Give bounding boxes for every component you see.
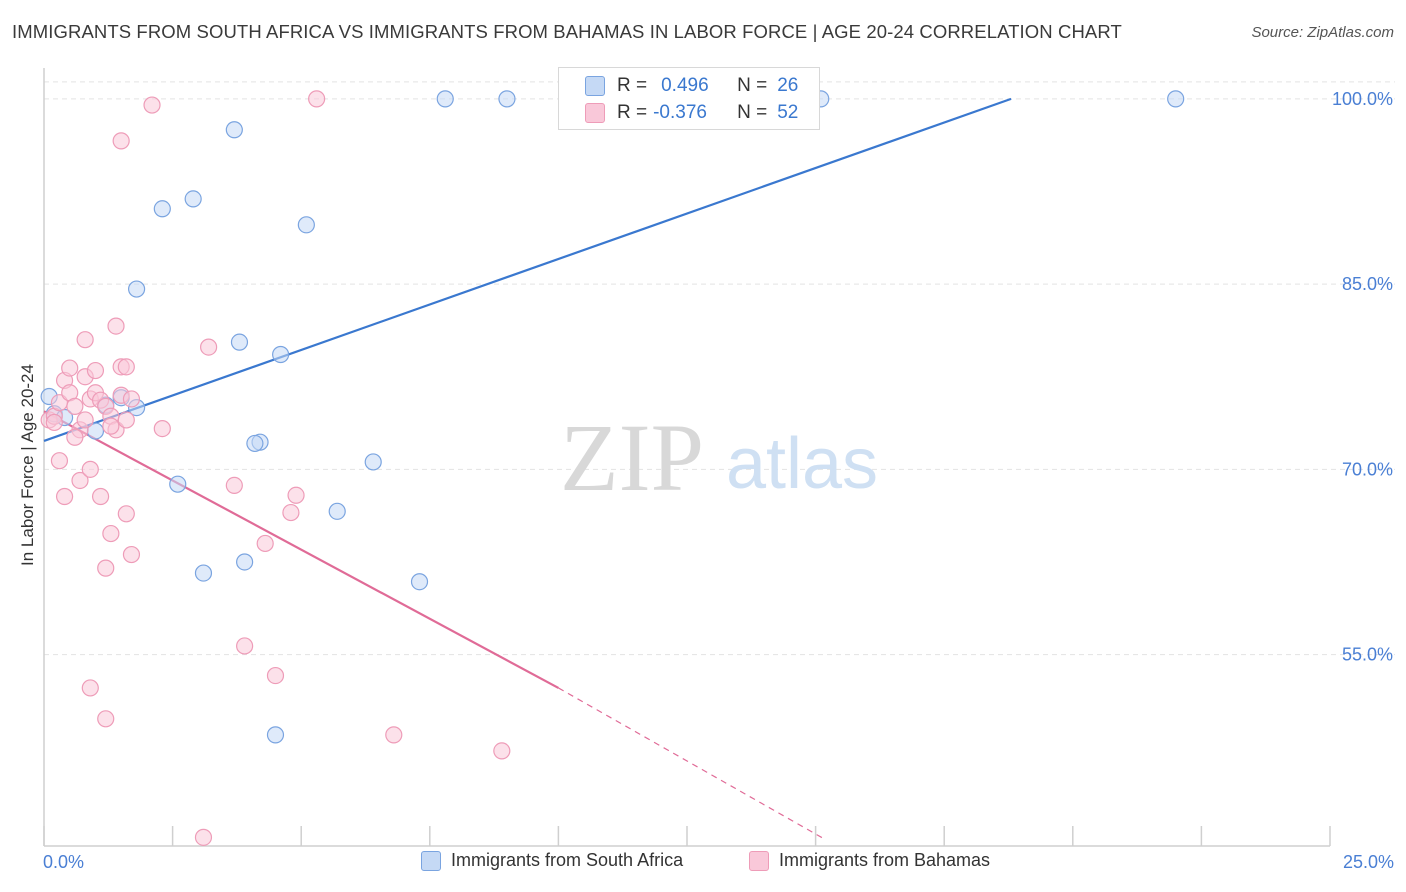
pink-data-point (102, 417, 120, 435)
legend-item-bahamas[interactable]: Immigrants from Bahamas (749, 850, 990, 871)
watermark: ZIP atlas (560, 404, 878, 511)
chart-title: IMMIGRANTS FROM SOUTH AFRICA VS IMMIGRAN… (12, 21, 1122, 42)
blue-data-point (266, 726, 285, 744)
source-label: Source: ZipAtlas.com (1251, 24, 1394, 41)
blue-data-point (230, 333, 249, 351)
pink-data-point (153, 419, 171, 438)
stats-legend-row-bahamas: R = -0.376 N = 52 (585, 102, 798, 124)
pink-data-point (97, 710, 115, 728)
y-tick-label: 70.0% (1342, 459, 1393, 479)
r-label: R = (617, 75, 648, 96)
pink-data-point (55, 487, 74, 506)
blue-data-point (410, 573, 429, 591)
y-tick-label: 85.0% (1342, 274, 1393, 294)
blue-data-point (236, 553, 254, 571)
pink-data-point (385, 726, 403, 744)
x-tick-label-min: 0.0% (43, 852, 85, 872)
pink-data-point (117, 358, 135, 376)
watermark-atlas: atlas (726, 424, 878, 504)
point-layer (40, 90, 1185, 846)
pink-data-point (66, 397, 84, 415)
pink-data-point (194, 828, 213, 846)
r-value: -0.376 (653, 102, 707, 123)
pink-data-point (112, 132, 130, 150)
pink-data-point (122, 390, 141, 408)
pink-data-point (287, 486, 305, 504)
pink-data-point (91, 487, 110, 506)
legend-swatch-pink (749, 850, 769, 871)
blue-data-point (184, 190, 202, 208)
pink-trend-line (43, 410, 559, 689)
blue-data-point (169, 475, 187, 493)
pink-data-point (256, 534, 274, 553)
pink-data-point (76, 331, 94, 349)
pink-trend-extension (558, 687, 827, 841)
pink-data-point (236, 637, 254, 655)
blue-data-point (225, 121, 243, 139)
blue-data-point (436, 90, 454, 108)
pink-data-point (200, 338, 218, 356)
x-tick-label-max: 25.0% (1342, 852, 1394, 872)
legend-swatch-blue (421, 850, 441, 871)
axis-layer (43, 68, 1331, 847)
pink-data-point (71, 471, 89, 490)
blue-data-point (364, 453, 382, 471)
n-label: N = (737, 75, 768, 96)
pink-data-point (225, 476, 243, 495)
pink-data-point (76, 411, 94, 429)
pink-data-point (117, 505, 135, 523)
y-tick-label: 100.0% (1332, 89, 1393, 109)
pink-data-point (493, 742, 511, 760)
pink-data-point (143, 96, 161, 114)
pink-data-point (102, 524, 120, 543)
pink-data-point (45, 413, 63, 432)
y-tick-labels: 55.0% 70.0% 85.0% 100.0% (1332, 89, 1393, 665)
pink-data-point (66, 428, 84, 446)
trend-layer (43, 97, 1012, 841)
pink-data-point (266, 666, 285, 685)
pink-data-point (107, 317, 125, 335)
r-value: 0.496 (661, 75, 709, 96)
pink-data-point (81, 679, 99, 697)
blue-data-point (127, 280, 146, 298)
n-value: 26 (777, 75, 799, 96)
bottom-legend: Immigrants from South Africa Immigrants … (0, 850, 1406, 878)
blue-data-point (246, 434, 264, 453)
pink-data-point (97, 559, 115, 577)
stats-legend-row-south-africa: R = 0.496 N = 26 (585, 75, 798, 97)
n-label: N = (737, 102, 768, 123)
pink-data-point (308, 90, 326, 108)
r-label: R = (617, 102, 648, 123)
legend-label: Immigrants from South Africa (451, 850, 684, 870)
pink-data-point (86, 361, 105, 380)
y-tick-label: 55.0% (1342, 645, 1393, 665)
pink-data-point (122, 545, 141, 564)
pink-data-point (282, 503, 300, 522)
watermark-zip: ZIP (560, 404, 704, 511)
legend-label: Immigrants from Bahamas (779, 850, 991, 870)
blue-trend-line (43, 97, 1012, 442)
pink-data-point (50, 452, 69, 470)
legend-item-south-africa[interactable]: Immigrants from South Africa (421, 850, 683, 871)
stats-legend: R = 0.496 N = 26 R = -0.376 N = 52 (558, 67, 820, 130)
n-value: 52 (777, 102, 799, 123)
blue-data-point (328, 502, 346, 520)
blue-data-point (153, 200, 171, 218)
blue-data-point (498, 90, 516, 108)
pink-data-point (117, 411, 135, 429)
blue-data-point (297, 216, 315, 234)
blue-data-point (272, 345, 290, 364)
y-axis-label: In Labor Force | Age 20-24 (18, 364, 37, 566)
pink-data-point (81, 460, 99, 478)
blue-data-point (194, 564, 213, 582)
pink-data-point (61, 359, 79, 377)
blue-data-point (1167, 90, 1185, 108)
legend-swatch-blue (585, 76, 605, 96)
legend-swatch-pink (585, 103, 605, 123)
